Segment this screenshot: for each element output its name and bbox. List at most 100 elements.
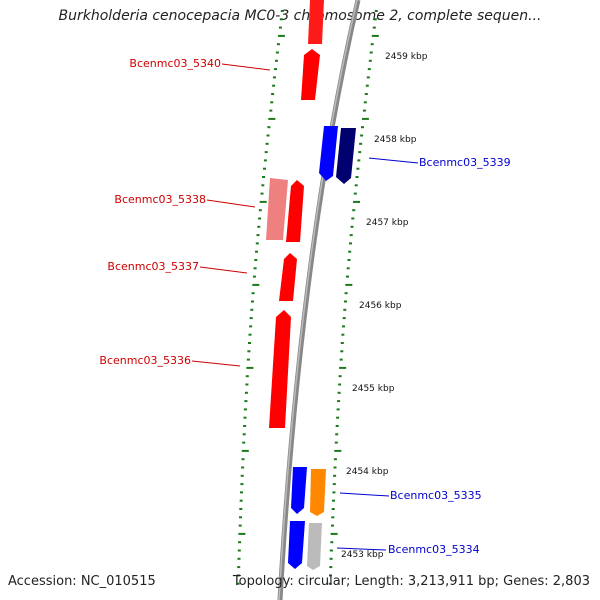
kbp-label: 2456 kbp [359,301,402,311]
minor-tick [369,51,373,54]
minor-tick [347,259,351,261]
minor-tick [329,557,333,560]
minor-tick [265,142,269,145]
minor-tick [237,549,241,552]
minor-tick [253,267,257,270]
gene-label[interactable]: Bcenmc03_5336 [99,354,191,367]
minor-tick [258,209,262,212]
minor-tick [256,234,260,237]
minor-tick [255,250,258,253]
outer-tick-track [236,10,285,585]
minor-tick [337,391,341,394]
minor-tick [372,26,376,29]
minor-tick [236,582,240,585]
minor-tick [239,508,243,510]
label-leaders [191,63,419,551]
minor-tick [248,342,251,344]
minor-tick [250,308,254,311]
minor-tick [338,375,342,378]
minor-tick [329,566,333,569]
minor-tick [337,400,341,403]
minor-tick [245,375,249,378]
gene-label[interactable]: Bcenmc03_5335 [390,489,482,502]
minor-tick [262,176,266,178]
minor-tick [331,508,335,510]
gene-label[interactable]: Bcenmc03_5334 [388,543,480,556]
minor-tick [276,43,280,46]
minor-tick [367,68,371,71]
scale-labels: 2459 kbp 2458 kbp 2457 kbp 2456 kbp 2455… [341,52,428,560]
gene-arrow-bcenmc03-5334-b [307,523,322,570]
minor-tick [272,84,276,87]
major-tick [371,34,379,37]
minor-tick [355,176,359,178]
minor-tick [258,217,262,220]
minor-tick [360,134,364,137]
minor-tick [260,192,264,195]
minor-tick [329,549,333,552]
minor-tick [330,541,334,544]
minor-tick [263,167,266,170]
gene-arrow-bcenmc03-5338-partial [266,178,288,240]
minor-tick [368,59,372,62]
minor-tick [271,93,275,95]
minor-tick [349,234,353,237]
minor-tick [237,557,241,560]
major-tick [252,283,260,286]
minor-tick [255,242,259,245]
minor-tick [336,408,340,411]
major-tick [277,34,285,37]
gene-arrow-bcenmc03-5335-b [310,469,326,516]
major-tick [241,449,249,452]
major-tick [345,283,353,286]
minor-tick [342,317,346,320]
minor-tick [348,250,352,253]
minor-tick [245,383,249,386]
major-tick [330,532,338,535]
minor-tick [342,325,345,328]
minor-tick [333,466,337,469]
minor-tick [332,499,335,502]
gene-arrow-bcenmc03-5337 [279,253,297,301]
kbp-label: 2454 kbp [346,467,389,477]
minor-tick [362,109,366,112]
minor-tick [374,10,378,12]
minor-tick [340,350,344,353]
gene-arrow-bcenmc03-5340 [301,49,320,100]
minor-tick [352,209,356,212]
minor-tick [335,433,339,436]
major-tick [268,117,276,120]
minor-tick [336,416,340,419]
minor-tick [344,300,347,303]
minor-tick [243,425,247,427]
gene-arrow-bcenmc03-5334-a [288,521,305,569]
gene-label[interactable]: Bcenmc03_5340 [129,57,221,70]
minor-tick [329,574,332,577]
minor-tick [242,433,246,436]
minor-tick [359,142,363,145]
minor-tick [240,491,243,494]
minor-tick [350,225,354,228]
minor-tick [331,516,335,519]
topology-summary: Topology: circular; Length: 3,213,911 bp… [232,574,590,589]
minor-tick [263,159,267,162]
gene-label[interactable]: Bcenmc03_5338 [114,193,206,206]
major-tick [334,449,342,452]
minor-tick [236,574,240,577]
minor-tick [279,18,283,21]
minor-tick [333,474,337,477]
minor-tick [346,267,350,270]
minor-tick [344,292,348,295]
minor-tick [365,84,369,87]
minor-tick [249,325,253,328]
minor-tick [361,126,364,129]
minor-tick [343,308,347,311]
minor-tick [351,217,355,220]
gene-label[interactable]: Bcenmc03_5339 [419,156,511,169]
minor-tick [273,76,276,79]
gene-label[interactable]: Bcenmc03_5337 [107,260,199,273]
minor-tick [334,441,338,444]
gene-arrow-bcenmc03-5335-a [291,467,307,514]
minor-tick [357,159,361,162]
gene-arrow-bcenmc03-5339-b [336,128,356,184]
